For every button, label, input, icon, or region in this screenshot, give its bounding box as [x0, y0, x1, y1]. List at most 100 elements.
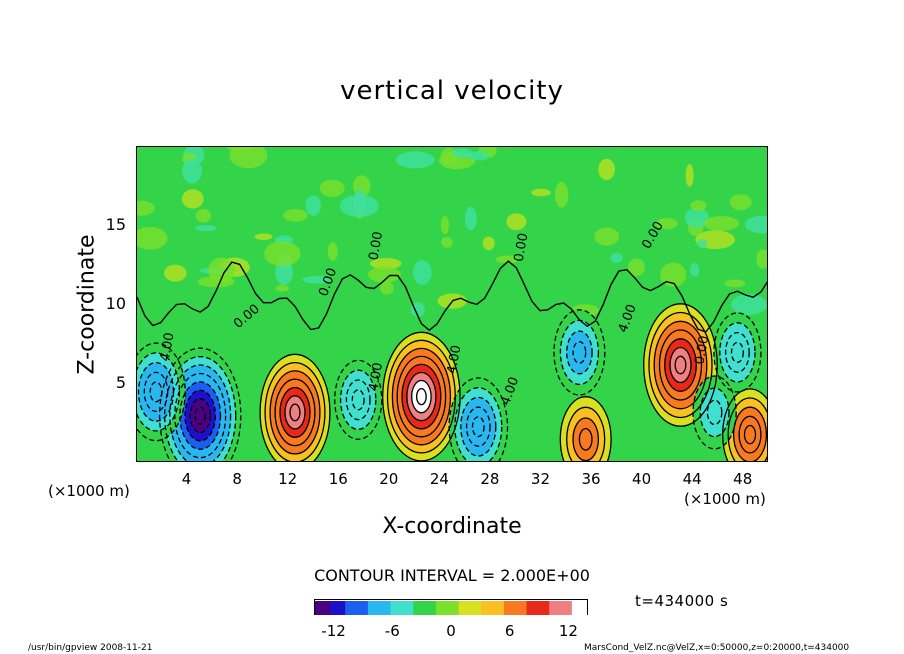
- turbulence-patch: [440, 215, 449, 235]
- turbulence-patch: [254, 233, 273, 240]
- turbulence-patch: [319, 179, 345, 197]
- turbulence-patch: [327, 242, 338, 261]
- turbulence-patch: [598, 158, 615, 181]
- contour-line: [572, 341, 587, 364]
- chart-title: vertical velocity: [340, 76, 564, 106]
- colorbar-step: [428, 601, 437, 615]
- turbulence-patch: [628, 258, 645, 277]
- turbulence-patch: [441, 236, 453, 248]
- contour-line: [137, 352, 181, 432]
- contour-line: [189, 398, 211, 434]
- colorbar-step: [564, 601, 573, 615]
- contour-line: [345, 379, 371, 421]
- turbulence-patch: [339, 194, 379, 218]
- contour-line: [406, 371, 437, 422]
- contour-line: [566, 330, 593, 375]
- x-tick-label: 8: [232, 470, 242, 488]
- colorbar-step: [534, 601, 543, 615]
- turbulence-patch: [275, 284, 289, 292]
- contour-line: [339, 369, 377, 431]
- velocity-level: [675, 356, 686, 374]
- turbulence-patch: [756, 249, 767, 269]
- velocity-level: [150, 382, 162, 402]
- contour-line: [264, 361, 326, 461]
- contour-label: 0.00: [512, 232, 532, 263]
- contour-line: [382, 331, 461, 461]
- colorbar-tick-label: 12: [558, 622, 578, 640]
- colorbar-step: [519, 601, 528, 615]
- turbulence-patch: [305, 195, 321, 216]
- contour-label: 0.00: [692, 335, 712, 366]
- y-tick-label: 10: [105, 294, 126, 313]
- turbulence-patch: [302, 276, 332, 284]
- contour-line: [692, 375, 737, 450]
- colorbar-step: [420, 601, 429, 615]
- velocity-level: [573, 341, 586, 364]
- colorbar-step: [549, 601, 558, 615]
- colorbar-step: [345, 601, 354, 615]
- contour-line: [727, 397, 767, 461]
- turbulence-patch: [380, 281, 394, 295]
- contour-line: [664, 338, 697, 392]
- turbulence-patch: [655, 218, 678, 230]
- contour-line: [448, 377, 509, 461]
- contour-line: [137, 342, 186, 442]
- turbulence-patch: [685, 164, 694, 187]
- colorbar-step: [488, 601, 497, 615]
- velocity-level: [290, 404, 300, 421]
- contour-line: [415, 387, 427, 406]
- contour-line: [401, 363, 442, 430]
- turbulence-patch: [594, 227, 620, 246]
- velocity-level: [579, 428, 592, 450]
- contour-line: [454, 387, 503, 461]
- turbulence-patch: [164, 264, 187, 282]
- colorbar-step: [383, 601, 392, 615]
- contour-line: [699, 387, 730, 438]
- colorbar-step: [541, 601, 550, 615]
- contour-label: 4.00: [445, 344, 465, 375]
- turbulence-patch: [275, 260, 293, 285]
- colorbar-step: [315, 601, 324, 615]
- turbulence-patch: [467, 151, 490, 161]
- contour-line: [743, 424, 757, 445]
- contour-line: [553, 309, 606, 396]
- contour-line: [572, 417, 600, 461]
- turbulence-patch: [369, 257, 402, 270]
- turbulence-patch: [703, 216, 740, 231]
- turbulence-patch: [410, 302, 425, 317]
- contour-line: [460, 396, 497, 457]
- contour-interval: CONTOUR INTERVAL = 2.000E+00: [314, 566, 590, 585]
- colorbar-step: [390, 601, 399, 615]
- contour-line: [730, 341, 744, 363]
- x-tick-label: 32: [530, 470, 551, 488]
- turbulence-patch: [182, 158, 202, 184]
- turbulence-patch: [745, 215, 767, 234]
- contour-label: 4.00: [366, 361, 386, 392]
- turbulence-patch: [229, 147, 268, 169]
- contour-line: [164, 355, 237, 461]
- colorbar-step: [330, 601, 339, 615]
- x-tick-label: 24: [429, 470, 449, 488]
- contour-line: [658, 329, 703, 401]
- turbulence-patch: [464, 206, 477, 231]
- contour-label: 4.00: [158, 331, 178, 362]
- contour-line: [179, 381, 222, 450]
- colorbar-step: [466, 601, 475, 615]
- colorbar-step: [579, 601, 588, 615]
- contour-line: [396, 355, 447, 438]
- velocity-level: [195, 407, 206, 424]
- contour-line: [284, 395, 306, 430]
- x-tick-label: 12: [278, 470, 298, 488]
- turbulence-patch: [690, 200, 707, 211]
- contour-line: [351, 389, 365, 411]
- colorbar-step: [413, 601, 422, 615]
- turbulence-patch: [495, 255, 520, 264]
- turbulence-patch: [724, 279, 746, 288]
- colorbar-step: [405, 601, 414, 615]
- velocity-cells: [137, 303, 767, 461]
- turbulence-patch: [531, 188, 551, 197]
- contour-line: [274, 378, 316, 447]
- colorbar-tick-label: 0: [446, 622, 456, 640]
- contour-line: [578, 427, 593, 451]
- turbulence-patch: [482, 236, 495, 251]
